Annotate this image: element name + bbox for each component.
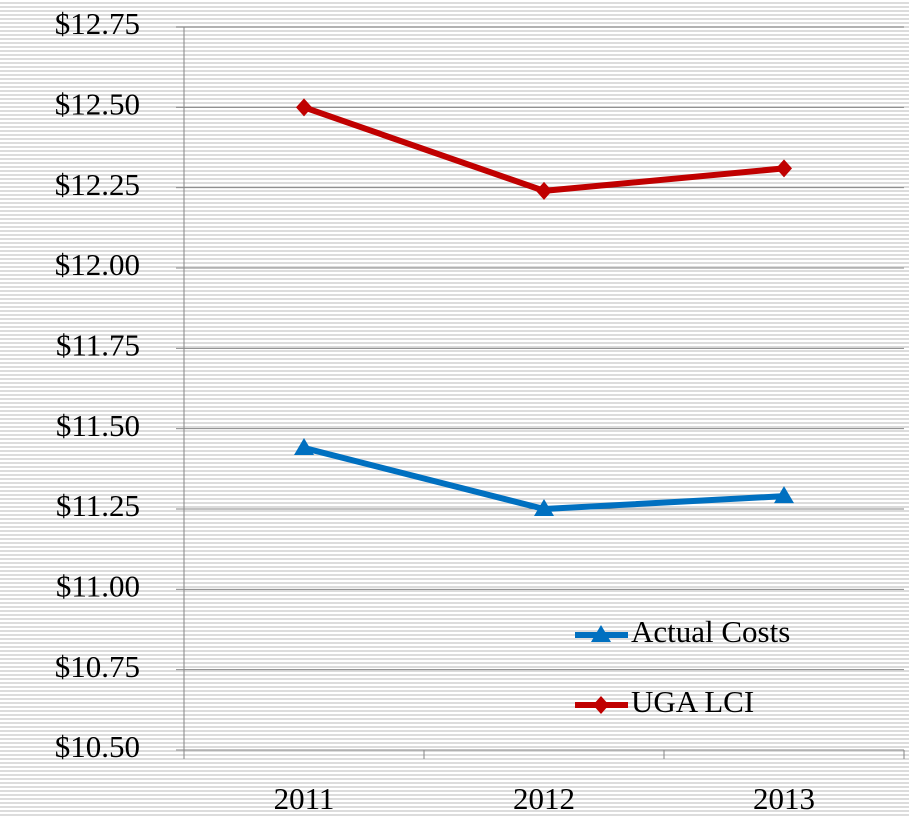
x-tick-label: 2013 [753, 781, 815, 816]
y-tick-label: $11.00 [56, 568, 140, 603]
y-tick-label: $11.25 [56, 488, 140, 523]
marker [294, 437, 314, 455]
y-tick-label: $12.25 [55, 167, 140, 202]
marker [591, 625, 611, 642]
marker [774, 486, 794, 504]
y-tick-label: $10.75 [55, 649, 140, 684]
legend-label: Actual Costs [631, 614, 790, 649]
x-tick-label: 2011 [274, 781, 335, 816]
series-line [303, 104, 785, 194]
marker [536, 181, 552, 200]
marker [296, 98, 312, 117]
legend-label: UGA LCI [631, 684, 754, 719]
y-tick-label: $10.50 [55, 729, 140, 764]
y-tick-label: $12.75 [55, 6, 140, 41]
y-tick-label: $12.00 [55, 247, 140, 282]
y-tick-label: $12.50 [55, 86, 140, 121]
marker [534, 499, 554, 516]
marker [776, 159, 792, 178]
marker [593, 696, 609, 714]
x-tick-label: 2012 [513, 781, 575, 816]
y-tick-label: $11.50 [56, 408, 140, 443]
y-tick-label: $11.75 [56, 327, 140, 362]
